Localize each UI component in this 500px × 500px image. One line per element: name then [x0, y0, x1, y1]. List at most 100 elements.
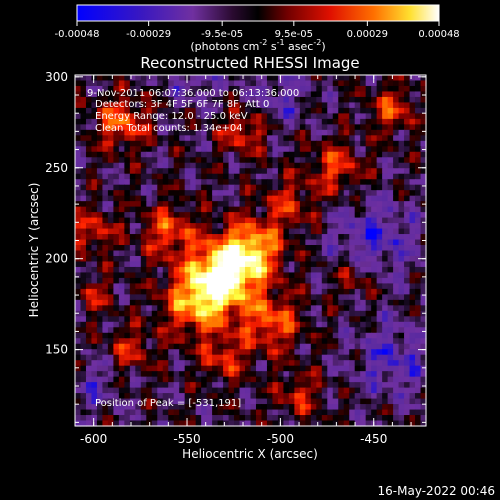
- heatmap-cell: [266, 75, 274, 82]
- heatmap-cell: [398, 371, 405, 378]
- heatmap-cell: [91, 393, 98, 400]
- heatmap-cell: [398, 168, 405, 175]
- heatmap-cell: [409, 327, 416, 334]
- heatmap-cell: [266, 387, 274, 394]
- heatmap-cell: [261, 206, 268, 213]
- heatmap-cell: [272, 212, 279, 219]
- heatmap-cell: [332, 321, 339, 328]
- heatmap-cell: [85, 376, 93, 383]
- heatmap-cell: [223, 168, 230, 175]
- heatmap-cell: [206, 85, 213, 93]
- heatmap-cell: [415, 365, 422, 372]
- heatmap-cell: [288, 305, 295, 312]
- heatmap-cell: [118, 272, 125, 279]
- heatmap-cell: [124, 179, 131, 186]
- heatmap-cell: [376, 420, 383, 427]
- heatmap-cell: [184, 310, 191, 317]
- heatmap-cell: [277, 217, 284, 224]
- heatmap-cell: [415, 420, 422, 427]
- heatmap-cell: [376, 321, 383, 328]
- heatmap-cell: [354, 266, 361, 274]
- heatmap-cell: [184, 173, 191, 180]
- heatmap-cell: [146, 255, 153, 263]
- heatmap-cell: [272, 305, 279, 312]
- heatmap-cell: [415, 217, 422, 224]
- heatmap-cell: [305, 382, 312, 389]
- heatmap-cell: [124, 321, 131, 328]
- heatmap-cell: [168, 409, 175, 416]
- heatmap-cell: [365, 129, 372, 136]
- heatmap-cell: [365, 162, 372, 169]
- heatmap-cell: [327, 85, 334, 93]
- heatmap-cell: [354, 135, 361, 142]
- heatmap-cell: [255, 332, 263, 339]
- heatmap-cell: [332, 173, 339, 180]
- heatmap-cell: [146, 228, 153, 235]
- heatmap-cell: [135, 206, 142, 213]
- heatmap-cell: [201, 151, 208, 158]
- heatmap-cell: [261, 245, 268, 252]
- heatmap-cell: [228, 234, 235, 241]
- heatmap-cell: [294, 80, 301, 87]
- heatmap-cell: [404, 332, 411, 339]
- heatmap-cell: [321, 343, 328, 350]
- heatmap-cell: [305, 250, 312, 257]
- heatmap-cell: [102, 365, 109, 372]
- heatmap-cell: [184, 404, 191, 411]
- heatmap-cell: [245, 261, 252, 268]
- heatmap-cell: [124, 420, 131, 427]
- heatmap-cell: [250, 212, 257, 219]
- heatmap-cell: [310, 113, 317, 120]
- heatmap-cell: [415, 321, 422, 328]
- heatmap-cell: [140, 140, 147, 147]
- heatmap-cell: [294, 354, 301, 361]
- heatmap-cell: [75, 321, 82, 328]
- heatmap-cell: [245, 107, 252, 114]
- heatmap-cell: [85, 179, 93, 186]
- heatmap-cell: [179, 332, 186, 339]
- heatmap-cell: [404, 173, 411, 180]
- heatmap-cell: [96, 299, 104, 306]
- heatmap-cell: [151, 118, 158, 125]
- heatmap-cell: [96, 168, 104, 175]
- heatmap-cell: [124, 228, 131, 235]
- heatmap-cell: [343, 327, 350, 334]
- heatmap-cell: [332, 168, 339, 175]
- heatmap-cell: [80, 250, 87, 257]
- heatmap-cell: [283, 360, 290, 367]
- heatmap-cell: [118, 360, 125, 367]
- heatmap-cell: [316, 217, 323, 224]
- heatmap-cell: [135, 212, 142, 219]
- heatmap-cell: [245, 376, 252, 383]
- heatmap-cell: [250, 228, 257, 235]
- heatmap-cell: [376, 305, 383, 312]
- heatmap-cell: [129, 404, 136, 411]
- heatmap-cell: [190, 212, 197, 219]
- heatmap-cell: [146, 360, 153, 367]
- heatmap-cell: [365, 146, 372, 153]
- heatmap-cell: [338, 332, 345, 339]
- heatmap-cell: [272, 146, 279, 153]
- heatmap-cell: [354, 195, 361, 202]
- heatmap-cell: [124, 173, 131, 180]
- heatmap-cell: [162, 272, 169, 279]
- heatmap-cell: [277, 321, 284, 328]
- heatmap-cell: [299, 168, 306, 175]
- heatmap-cell: [75, 365, 82, 372]
- heatmap-cell: [277, 228, 284, 235]
- heatmap-cell: [228, 91, 235, 98]
- heatmap-cell: [261, 195, 268, 202]
- heatmap-cell: [245, 102, 252, 109]
- heatmap-cell: [184, 354, 191, 361]
- heatmap-cell: [321, 113, 328, 120]
- heatmap-cell: [173, 151, 180, 158]
- heatmap-cell: [277, 118, 284, 125]
- heatmap-cell: [376, 75, 383, 82]
- heatmap-cell: [228, 201, 235, 208]
- heatmap-cell: [107, 75, 114, 82]
- heatmap-cell: [393, 195, 400, 202]
- heatmap-cell: [393, 250, 400, 257]
- heatmap-cell: [354, 140, 361, 147]
- heatmap-cell: [146, 190, 153, 197]
- heatmap-cell: [316, 338, 323, 345]
